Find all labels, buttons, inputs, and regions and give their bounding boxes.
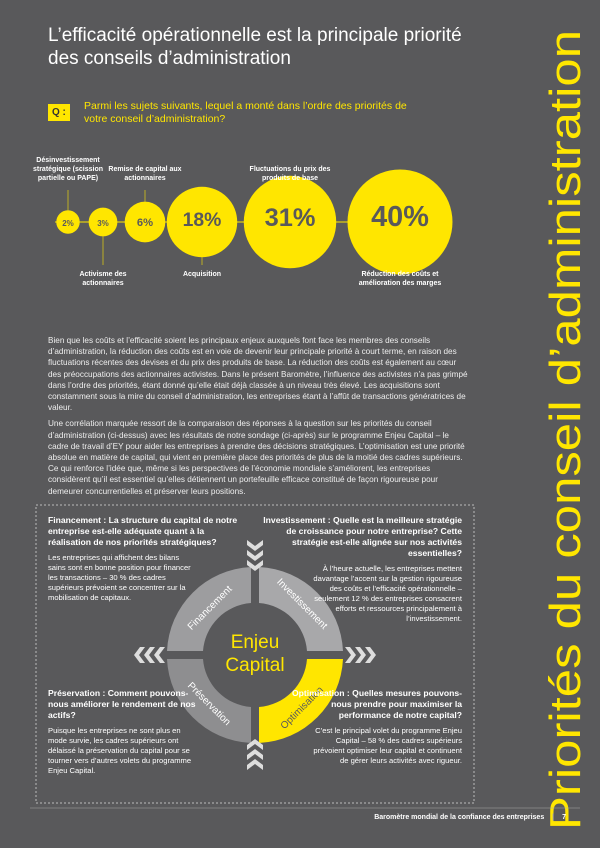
value-label: 2% (62, 219, 74, 228)
chevron (247, 739, 263, 770)
chevron (247, 540, 263, 571)
box-heading: Optimisation : Quelles mesures pouvons-n… (292, 688, 462, 720)
value-label: 3% (97, 219, 109, 228)
ring (167, 567, 343, 743)
value-label: 40% (371, 201, 429, 233)
center-label: Capital (225, 655, 284, 676)
page-number: 7 (562, 814, 566, 821)
value-label: 31% (265, 204, 316, 232)
box-text: À l’heure actuelle, les entreprises mett… (313, 564, 462, 623)
chevron (345, 647, 376, 663)
box: Financement : La structure du capital de… (48, 515, 248, 603)
bubble (166, 186, 238, 258)
ring-segment (259, 567, 343, 651)
body-text: Bien que les coûts et l’efficacité soien… (48, 335, 468, 502)
box: Préservation : Comment pouvons-nous amél… (48, 688, 198, 776)
category-label: Activisme des actionnaires (79, 271, 127, 287)
category-label: Désinvestissement stratégique (scission … (32, 157, 104, 182)
bubble (347, 169, 453, 275)
chevron (134, 647, 165, 663)
box: Optimisation : Quelles mesures pouvons-n… (292, 688, 462, 766)
side-title: Priorités du conseil d’administration (541, 30, 590, 830)
ring-segment (167, 567, 251, 651)
chevrons (134, 540, 376, 770)
value-label: 18% (183, 209, 222, 231)
paragraph: Bien que les coûts et l’efficacité soien… (48, 336, 468, 413)
question-text: Parmi les sujets suivants, lequel a mont… (84, 100, 407, 125)
separator: | (552, 814, 555, 821)
paragraph: Une corrélation marquée ressort de la co… (48, 419, 465, 496)
category-label: Remise de capital aux actionnaires (108, 166, 182, 182)
footer-text: Baromètre mondial de la confiance des en… (374, 814, 545, 821)
ring-segment (167, 659, 251, 743)
box: Investissement : Quelle est la meilleure… (262, 515, 462, 624)
box-heading: Préservation : Comment pouvons-nous amél… (48, 688, 196, 720)
title: L’efficacité opérationnelle est la princ… (48, 25, 462, 69)
bubble (88, 207, 118, 237)
question-label: Q : (48, 104, 70, 121)
box-text: Puisque les entreprises ne sont plus en … (48, 726, 192, 775)
ring-segment (259, 659, 343, 743)
bubble (124, 201, 166, 243)
box-text: C’est le principal volet du programme En… (313, 726, 462, 765)
footer: Baromètre mondial de la confiance des en… (374, 814, 566, 821)
value-label: 6% (137, 217, 153, 229)
category-label: Fluctuations du prix des produits de bas… (249, 166, 331, 182)
box-heading: Investissement : Quelle est la meilleure… (263, 515, 462, 558)
category-label: Acquisition (182, 271, 222, 278)
center-label: Enjeu (231, 632, 280, 653)
box-heading: Financement : La structure du capital de… (48, 515, 238, 547)
category-label: Réduction des coûts et amélioration des … (358, 271, 442, 287)
bubble (56, 210, 80, 234)
box-text: Les entreprises qui affichent des bilans… (48, 553, 191, 602)
bubble (243, 175, 337, 269)
